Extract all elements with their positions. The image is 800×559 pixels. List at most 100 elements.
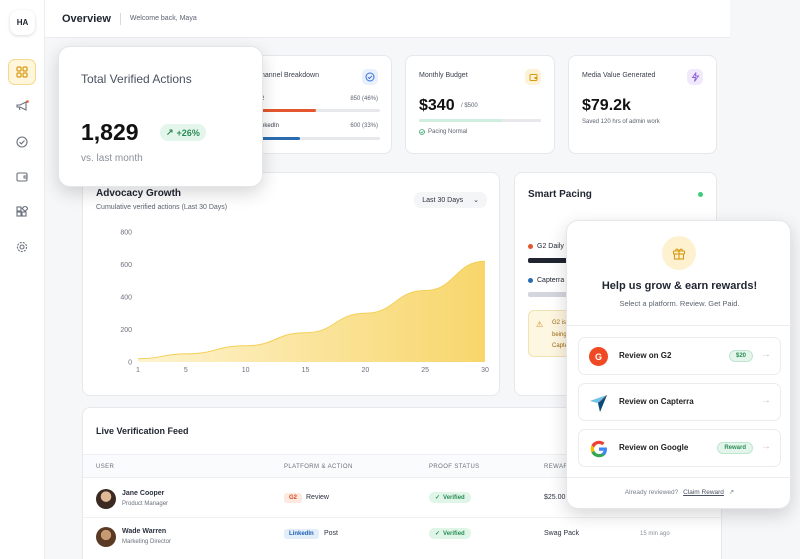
- x-tick-label: 1: [136, 367, 140, 374]
- channel-row-value: 600 (33%): [350, 123, 378, 129]
- advocacy-growth-card: Advocacy Growth Cumulative verified acti…: [82, 172, 500, 396]
- column-header: REWAR: [544, 464, 569, 470]
- media-amount: $79.2k: [582, 97, 631, 114]
- pacing-label: G2 Daily: [537, 243, 564, 250]
- reward-value: Swag Pack: [544, 530, 580, 537]
- range-label: Last 30 Days: [422, 196, 464, 204]
- user-role: Marketing Director: [122, 539, 172, 545]
- check-circle-icon[interactable]: [8, 129, 36, 155]
- user-role: Product Manager: [122, 501, 169, 507]
- option-label: Review on G2: [619, 351, 672, 360]
- channel-row-label: nkedIn: [261, 123, 280, 129]
- status-badge: ✓ Verified: [429, 528, 471, 539]
- budget-total: / $500: [461, 103, 478, 109]
- welcome-text: Welcome back, Maya: [129, 15, 197, 22]
- channel-breakdown-card: hannel Breakdown 2 850 (46%) nkedIn 600 …: [240, 55, 392, 154]
- y-tick-label: 200: [120, 327, 132, 334]
- gift-icon: [662, 236, 696, 270]
- platform-badge: G2: [284, 493, 303, 503]
- panel-subtitle: Select a platform. Review. Get Paid.: [619, 299, 740, 308]
- megaphone-icon[interactable]: [8, 93, 36, 119]
- panel-title: Help us grow & earn rewards!: [601, 280, 758, 292]
- arrow-right-icon: →: [761, 441, 771, 452]
- channel-row-value: 850 (46%): [350, 96, 378, 102]
- alert-line: G2 is: [552, 320, 567, 326]
- y-tick-label: 400: [120, 295, 132, 302]
- pacing-item: Capterra: [528, 277, 564, 284]
- column-header: PROOF STATUS: [429, 464, 480, 470]
- platform-badge: LinkedIn: [284, 529, 319, 539]
- y-tick-label: 0: [128, 360, 132, 367]
- trend-up-icon: ↗: [166, 127, 174, 137]
- divider: [567, 325, 792, 326]
- channel-progress: [261, 109, 380, 112]
- review-on-g2-button[interactable]: G Review on G2 $20 →: [578, 337, 781, 375]
- divider: [567, 477, 792, 478]
- x-tick-label: 15: [302, 367, 310, 374]
- verified-count: 1,829: [81, 119, 139, 145]
- media-sub: Saved 120 hrs of admin work: [582, 119, 660, 125]
- check-icon: ✓: [435, 531, 441, 537]
- card-title: Smart Pacing: [528, 189, 592, 200]
- range-dropdown[interactable]: Last 30 Days ⌄: [414, 192, 487, 208]
- monthly-budget-card: Monthly Budget $340 / $500 Pacing Normal: [405, 55, 555, 154]
- growth-area: [138, 261, 485, 362]
- divider: [119, 12, 121, 25]
- review-on-google-button[interactable]: Review on Google Reward →: [578, 429, 781, 467]
- pacing-progress: [528, 258, 588, 263]
- review-on-capterra-button[interactable]: Review on Capterra →: [578, 383, 781, 421]
- pacing-progress: [528, 292, 588, 297]
- apps-icon[interactable]: [8, 199, 36, 225]
- budget-progress: [419, 119, 541, 122]
- logo: HA: [10, 10, 35, 35]
- lightning-icon: [687, 69, 703, 85]
- card-title: Advocacy Growth: [96, 188, 182, 199]
- action-label: Post: [324, 530, 339, 537]
- alert-line: Capte: [552, 343, 569, 349]
- warning-icon: ⚠: [536, 320, 544, 329]
- pacing-item: G2 Daily: [528, 243, 564, 250]
- claim-reward-link[interactable]: Claim Reward: [683, 489, 724, 496]
- reward-badge: $20: [728, 350, 753, 362]
- y-tick-label: 800: [120, 230, 132, 237]
- check-badge-icon: [362, 69, 378, 85]
- check-icon: [419, 129, 425, 135]
- rewards-panel: Help us grow & earn rewards! Select a pl…: [566, 220, 792, 509]
- x-tick-label: 20: [361, 367, 369, 374]
- column-header: USER: [96, 464, 115, 470]
- option-label: Review on Google: [619, 443, 689, 452]
- external-link-icon: ↗: [728, 489, 735, 496]
- topbar: Overview Welcome back, Maya: [45, 0, 730, 38]
- budget-status: Pacing Normal: [419, 129, 467, 135]
- channel-progress: [261, 137, 380, 140]
- live-dot: [698, 192, 703, 197]
- panel-footer: Already reviewed? Claim Reward ↗: [567, 488, 792, 496]
- wallet-icon[interactable]: [8, 164, 36, 190]
- avatar: [96, 527, 116, 547]
- chevron-down-icon: ⌄: [473, 197, 479, 204]
- card-title: Live Verification Feed: [96, 426, 189, 436]
- user-name: Wade Warren: [122, 528, 167, 535]
- action-label: Review: [306, 494, 329, 501]
- budget-status-text: Pacing Normal: [428, 129, 468, 135]
- column-header: PLATFORM & ACTION: [284, 464, 353, 470]
- table-row[interactable]: Wade Warren Marketing Director LinkedIn …: [83, 519, 723, 557]
- verified-actions-card: Total Verified Actions 1,829 ↗ +26% vs. l…: [58, 46, 263, 187]
- card-title: Monthly Budget: [419, 72, 468, 79]
- status-dot: [528, 278, 533, 283]
- x-tick-label: 25: [421, 367, 429, 374]
- y-tick-label: 600: [120, 262, 132, 269]
- alert-line: being: [552, 332, 567, 338]
- settings-icon[interactable]: [8, 234, 36, 260]
- sidebar: HA: [0, 0, 45, 559]
- card-title: Total Verified Actions: [81, 72, 192, 86]
- footer-text: Already reviewed?: [624, 489, 679, 496]
- budget-icon: [525, 69, 541, 85]
- capterra-logo-icon: [590, 395, 607, 412]
- arrow-right-icon: →: [761, 395, 771, 406]
- status-dot: [528, 244, 533, 249]
- table-row[interactable]: Jane Cooper Product Manager G2 Review ✓ V…: [83, 480, 723, 518]
- dashboard-icon[interactable]: [8, 59, 36, 85]
- x-tick-label: 10: [242, 367, 250, 374]
